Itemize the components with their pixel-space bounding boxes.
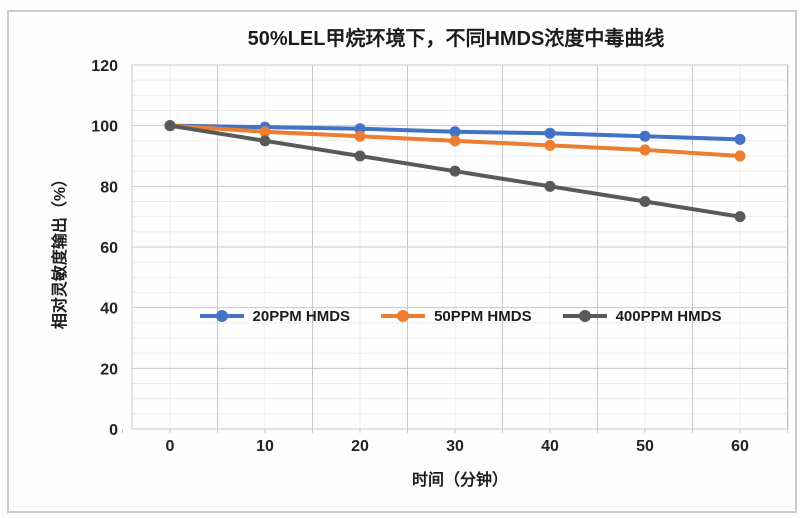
legend-label: 400PPM HMDS — [615, 307, 722, 325]
y-tick-label: 100 — [91, 119, 118, 136]
legend-label: 50PPM HMDS — [434, 307, 532, 325]
data-point-400ppm-hmds-40 — [544, 180, 556, 192]
y-tick-label: 40 — [100, 301, 118, 318]
legend-item-1: 20PPM HMDS — [199, 307, 351, 325]
x-tick-label: 0 — [166, 438, 175, 455]
y-tick-label: 60 — [100, 240, 118, 257]
data-point-50ppm-hmds-50 — [639, 144, 651, 156]
data-point-400ppm-hmds-20 — [354, 150, 366, 162]
legend-marker-icon — [199, 310, 244, 322]
data-point-20ppm-hmds-20 — [354, 123, 366, 135]
y-tick-label: 20 — [100, 361, 118, 378]
series-50ppm-hmds — [164, 120, 746, 162]
data-point-400ppm-hmds-50 — [639, 196, 651, 207]
data-point-400ppm-hmds-10 — [259, 135, 271, 147]
plot-border — [131, 64, 789, 430]
data-point-20ppm-hmds-50 — [639, 130, 651, 142]
data-point-400ppm-hmds-30 — [449, 165, 461, 177]
x-tick-label: 10 — [256, 438, 274, 455]
data-point-400ppm-hmds-0 — [164, 120, 176, 132]
legend-marker-icon — [381, 310, 426, 322]
data-point-400ppm-hmds-60 — [734, 211, 746, 223]
data-point-50ppm-hmds-60 — [734, 150, 746, 162]
y-tick-label: 80 — [100, 179, 118, 196]
legend-marker-icon — [562, 310, 607, 322]
legend-item-3: 400PPM HMDS — [562, 307, 722, 325]
x-tick-label: 50 — [636, 438, 654, 455]
y-tick-label: 120 — [91, 58, 118, 75]
data-point-20ppm-hmds-40 — [544, 127, 556, 139]
data-point-50ppm-hmds-10 — [259, 126, 271, 138]
y-tick-label: 0 — [109, 422, 118, 439]
chart-title: 50%LEL甲烷环境下，不同HMDS浓度中毒曲线 — [247, 28, 665, 50]
series-400ppm-hmds — [164, 120, 746, 223]
data-point-50ppm-hmds-30 — [449, 135, 461, 147]
x-tick-label: 40 — [541, 438, 559, 455]
legend-item-2: 50PPM HMDS — [380, 308, 532, 325]
x-tick-label: 20 — [351, 438, 369, 455]
x-tick-label: 60 — [731, 438, 749, 455]
data-point-20ppm-hmds-60 — [734, 133, 746, 145]
chart-legend: 20PPM HMDS 50PPM HMDS 400PPM HMDS — [132, 303, 788, 329]
data-point-50ppm-hmds-40 — [544, 139, 556, 151]
data-point-20ppm-hmds-30 — [449, 126, 461, 138]
x-axis-title: 时间（分钟） — [411, 472, 508, 489]
data-point-50ppm-hmds-20 — [354, 130, 366, 142]
x-tick-label: 30 — [446, 438, 464, 455]
axis-tick-labels: 0 20 40 60 80 100 120 0 10 20 30 40 50 60 — [91, 58, 749, 455]
legend-label: 20PPM HMDS — [252, 307, 351, 325]
